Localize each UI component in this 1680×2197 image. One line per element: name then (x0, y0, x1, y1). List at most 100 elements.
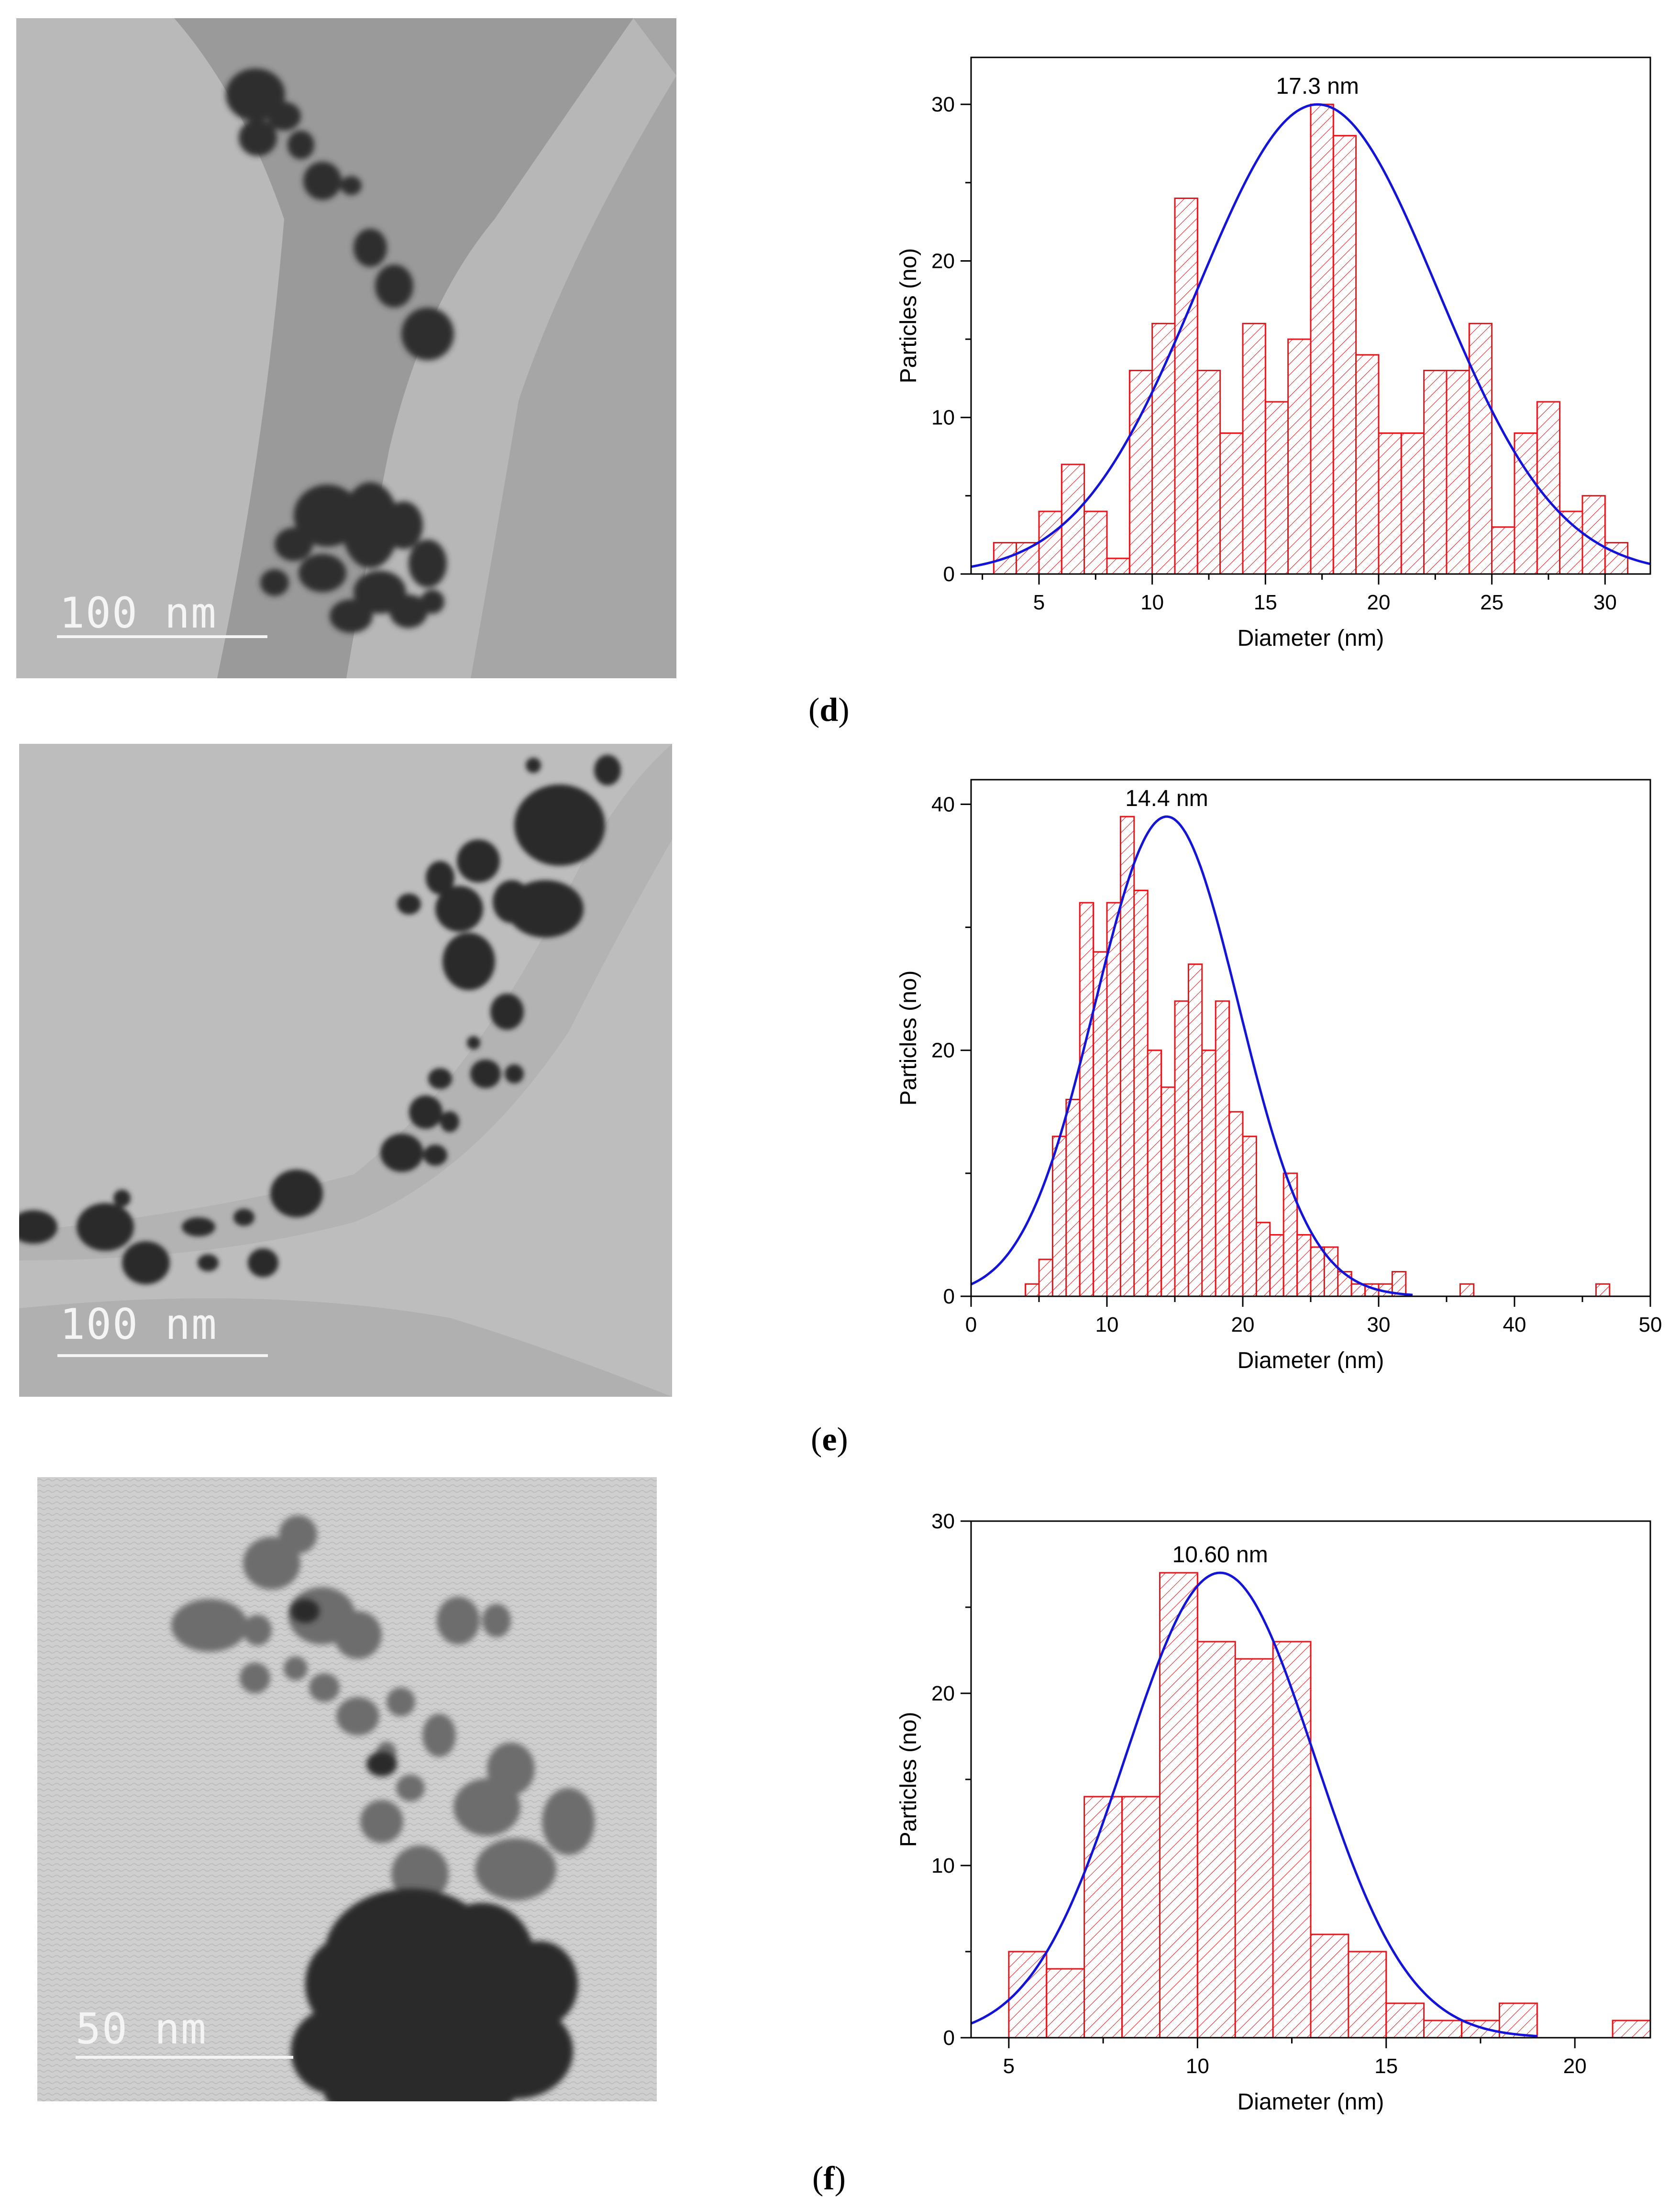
panel-letter-d: d (819, 692, 839, 729)
x-tick-label: 20 (1231, 1313, 1255, 1336)
scale-bar-label: 100 nm (59, 588, 217, 638)
histogram-bar (1151, 322, 1176, 575)
histogram-bar (1196, 370, 1221, 575)
x-tick-label: 10 (1140, 591, 1164, 614)
histogram-bar (1264, 401, 1289, 575)
y-tick-label: 40 (931, 793, 955, 816)
histogram-bar (1536, 401, 1561, 575)
histogram-bar (1121, 1796, 1161, 2039)
panel-letter-e: e (822, 1421, 837, 1458)
panel-letter-f: f (823, 2160, 835, 2197)
histogram-bar (1119, 816, 1135, 1297)
x-tick-label: 40 (1503, 1313, 1526, 1336)
x-axis-label: Diameter (nm) (1238, 2089, 1384, 2115)
histogram-bar (1310, 103, 1334, 575)
histogram-bar (1051, 1136, 1067, 1297)
y-tick-label: 10 (931, 1854, 955, 1877)
histogram-bar (1423, 370, 1448, 575)
histogram-bar (1079, 902, 1094, 1297)
histogram-bar (1612, 2020, 1651, 2039)
y-tick-label: 30 (931, 1510, 955, 1533)
histogram-bar (1459, 1283, 1475, 1297)
y-axis-label: Particles (no) (896, 1712, 921, 1847)
x-tick-label: 20 (1563, 2054, 1587, 2078)
tem-image-e: 100 nm (19, 744, 672, 1397)
histogram-bar (1025, 1283, 1040, 1297)
y-axis-label: Particles (no) (896, 971, 921, 1106)
histogram-bar (1514, 432, 1538, 575)
x-tick-label: 5 (1003, 2054, 1015, 2078)
histogram-bar (1242, 322, 1266, 575)
histogram-bar (1559, 510, 1583, 575)
panel-label-f: (f) (812, 2160, 846, 2197)
histogram-bar (1604, 542, 1629, 575)
histogram-bar (1234, 1658, 1274, 2039)
histogram-bar (1269, 1234, 1284, 1297)
histogram-bar (1187, 963, 1203, 1297)
histogram-bar (1355, 354, 1380, 575)
histogram-bar (1423, 2020, 1463, 2039)
y-axis-label: Particles (no) (896, 248, 921, 384)
x-tick-label: 30 (1367, 1313, 1391, 1336)
histogram-bar (1147, 1049, 1162, 1297)
scale-bar (76, 2056, 293, 2059)
histogram-bar (1106, 902, 1121, 1297)
histogram-bar (1296, 1234, 1312, 1297)
x-axis-label: Diameter (nm) (1238, 626, 1384, 651)
x-tick-label: 15 (1254, 591, 1277, 614)
histogram-bar (1161, 1086, 1176, 1297)
histogram-f-svg: 5 10 15 20 0 10 20 30 Diameter (nm) Particles (no… (896, 1510, 1651, 2115)
gaussian-fit-curve (971, 1571, 1537, 2038)
y-tick-label: 20 (931, 249, 955, 273)
histogram-bar (1491, 526, 1515, 575)
y-tick-label: 20 (931, 1039, 955, 1062)
tem-image-d: 100 nm (16, 18, 676, 678)
histogram-bar (1400, 432, 1425, 575)
histogram-bar (1061, 464, 1085, 575)
histogram-bar (1174, 198, 1198, 575)
x-axis-label: Diameter (nm) (1238, 1348, 1384, 1373)
histogram-bar (1133, 889, 1149, 1297)
histogram-bar (1446, 370, 1470, 575)
histogram-bar (1038, 1259, 1053, 1297)
y-tick-label: 30 (931, 93, 955, 116)
histogram-bar (1310, 1246, 1325, 1297)
histogram-bar (1046, 1968, 1085, 2039)
histogram-f: 5 10 15 20 0 10 20 30 Diameter (nm) Particles (no… (880, 1510, 1665, 2115)
histogram-bar (1468, 322, 1493, 575)
histogram-bar (1255, 1222, 1271, 1297)
histogram-bar (1332, 135, 1357, 575)
histogram-bar (1282, 1172, 1298, 1297)
histogram-bar (1272, 1641, 1312, 2039)
histogram-d: 5 10 15 20 25 30 0 10 20 30 Diameter (nm) Particles… (880, 48, 1665, 651)
x-tick-label: 15 (1374, 2054, 1398, 2078)
y-tick-label: 0 (943, 2026, 955, 2050)
histogram-bar (1219, 432, 1244, 575)
histogram-bar (1065, 1099, 1081, 1297)
histogram-bar (1159, 1572, 1198, 2039)
y-tick-label: 10 (931, 406, 955, 430)
x-tick-label: 30 (1593, 591, 1617, 614)
histogram-e: 0 10 20 30 40 50 0 20 40 Diameter (nm) Particles (… (880, 770, 1665, 1373)
peak-annotation: 10.60 nm (1172, 1542, 1268, 1568)
peak-annotation: 14.4 nm (1125, 786, 1208, 811)
panel-label-d: (d) (808, 692, 850, 729)
histogram-bar (1201, 1049, 1216, 1297)
x-tick-label: 10 (1186, 2054, 1209, 2078)
x-tick-label: 20 (1367, 591, 1391, 614)
histogram-bar (1106, 557, 1130, 575)
scale-bar (57, 1354, 268, 1357)
histogram-e-svg: 0 10 20 30 40 50 0 20 40 Diameter (nm) Particles (… (896, 779, 1662, 1373)
gaussian-fit-curve (971, 103, 1650, 568)
scale-bar-label: 100 nm (60, 1300, 218, 1349)
histogram-bar (1348, 1951, 1387, 2039)
histogram-bar (1228, 1111, 1244, 1297)
histogram-d-svg: 5 10 15 20 25 30 0 10 20 30 Diameter (nm) Particles… (896, 56, 1651, 651)
histogram-bar (1083, 510, 1108, 575)
histogram-bar (1038, 510, 1062, 575)
histogram-bar (1337, 1271, 1352, 1297)
histogram-bar (1378, 432, 1402, 575)
histogram-bar (1093, 951, 1108, 1297)
scale-bar-label: 50 nm (76, 2004, 207, 2053)
x-tick-label: 10 (1095, 1313, 1119, 1336)
